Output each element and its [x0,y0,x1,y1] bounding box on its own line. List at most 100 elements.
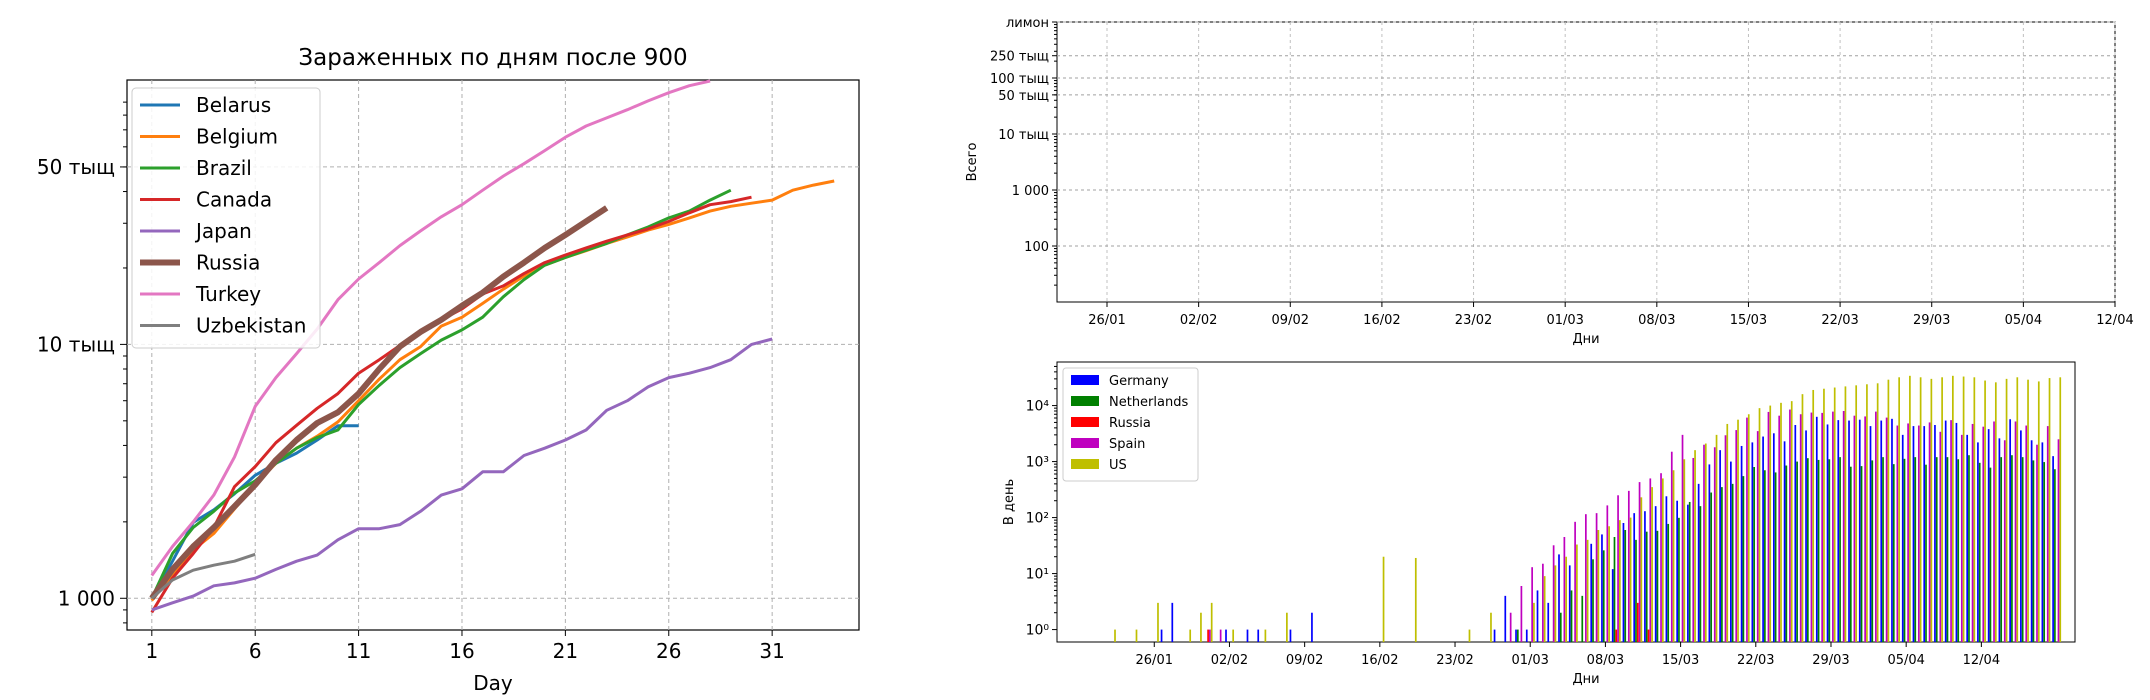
bar-netherlands [1688,501,1691,642]
bar-spain [1563,537,1566,642]
bar-us [1790,401,1793,642]
bar-netherlands [1602,550,1605,642]
chart-3-x-tick-label: 09/02 [1286,653,1323,668]
bar-us [1565,556,1568,642]
bar-us [1984,380,1986,642]
bar-us [1855,385,1858,642]
bar-spain [1542,563,1544,642]
series-line-russia [149,205,609,601]
bar-spain [1971,423,1974,642]
bar-us [1210,602,1213,642]
bar-spain [1960,434,1963,642]
bar-germany [1719,450,1721,642]
bar-spain [1767,411,1770,642]
bar-germany [1848,420,1850,642]
chart-3-x-tick-label: 29/03 [1812,653,1849,668]
chart-2: 26/01 02/02 09/02 16/02 23/02 01/03 08/03 15/03… [965,16,2134,347]
bar-us [1737,419,1739,642]
bar-us [1866,384,1868,642]
bar-spain [1885,417,1888,642]
chart-1-x-tick-label: 26 [656,639,681,663]
bar-germany [1708,464,1711,642]
bar-netherlands [1882,457,1884,642]
chart-3-ylabel: В день [1002,479,1017,525]
bar-germany [1730,461,1732,642]
bar-us [1114,629,1116,642]
bar-russia [1636,602,1639,642]
legend-label-japan: Japan [194,219,252,243]
legend-label-belarus: Belarus [196,93,271,117]
legend-label-canada: Canada [196,188,272,212]
chart-1-title: Зараженных по дням после 900 [298,45,687,71]
legend-label-turkey: Turkey [195,282,261,306]
chart-3-xlabel: Дни [1572,672,1599,687]
legend-label-russia: Russia [1109,416,1151,431]
bar-netherlands [1817,459,1820,642]
bar-netherlands [1774,472,1777,642]
bar-netherlands [1871,460,1874,642]
chart-2-x-tick-label: 02/02 [1180,313,1217,328]
bar-spain [1670,451,1673,642]
bar-spain [1842,411,1845,642]
chart-1-x-tick-label: 6 [249,639,262,663]
bar-germany [1826,424,1829,642]
bar-spain [1896,425,1899,642]
chart-2-x-tick-label: 16/02 [1363,313,1400,328]
legend-label-spain: Spain [1109,437,1145,452]
bar-netherlands [1624,530,1627,642]
bar-us [1200,612,1202,642]
bar-spain [2057,439,2060,642]
bar-us [1619,520,1621,642]
bar-us [2048,378,2051,642]
series-line-uzbekistan [150,552,256,600]
bar-spain [1746,417,1748,642]
legend-label-germany: Germany [1109,374,1169,389]
bar-netherlands [2043,462,2046,642]
bar-us [1801,394,1804,642]
bar-us [1887,379,1890,642]
bar-us [1414,557,1417,642]
bar-spain [1520,586,1523,642]
bar-us [2005,378,2008,642]
chart-2-x-tick-label: 01/03 [1546,313,1583,328]
chart-3-y-tick-label: 10⁰ [1026,623,1050,639]
bar-netherlands [1957,459,1960,642]
bar-us [1930,378,1933,642]
bar-netherlands [1914,457,1917,642]
bar-netherlands [1678,517,1680,642]
bar-spain [1713,447,1716,642]
bar-us [1543,576,1546,642]
bar-us [1157,602,1159,642]
chart-3-x-tick-label: 08/03 [1587,653,1624,668]
bar-spain [2025,425,2028,642]
bar-germany [1880,420,1883,642]
chart-2-y-tick-label: 10 тыщ [998,128,1049,143]
bar-spain [1703,444,1705,642]
chart-2-x-tick-label: 12/04 [2096,313,2133,328]
bar-germany [1944,420,1947,642]
bar-spain [1799,414,1802,642]
bar-germany [1762,436,1764,642]
chart-3-y-tick-label: 10¹ [1026,567,1049,583]
bar-us [1973,377,1976,642]
bar-netherlands [1559,612,1562,642]
bar-us [1758,408,1761,642]
bar-us [1661,478,1664,642]
bar-spain [1853,415,1856,642]
bar-spain [1875,411,1877,642]
bar-spain [2003,440,2006,642]
bar-germany [1912,426,1915,642]
bar-germany [1772,433,1775,642]
bar-us [1490,612,1492,642]
bar-us [1672,470,1675,642]
bar-germany [1225,629,1227,642]
bar-germany [1687,504,1689,642]
legend-label-brazil: Brazil [196,156,252,180]
bar-us [1726,423,1729,642]
bar-spain [1681,434,1684,642]
chart-2-ylabel: Всего [965,143,980,182]
bar-spain [1660,473,1662,642]
bar-germany [1901,434,1904,642]
bar-netherlands [1946,457,1949,642]
chart-3-x-tick-label: 02/02 [1211,653,1248,668]
